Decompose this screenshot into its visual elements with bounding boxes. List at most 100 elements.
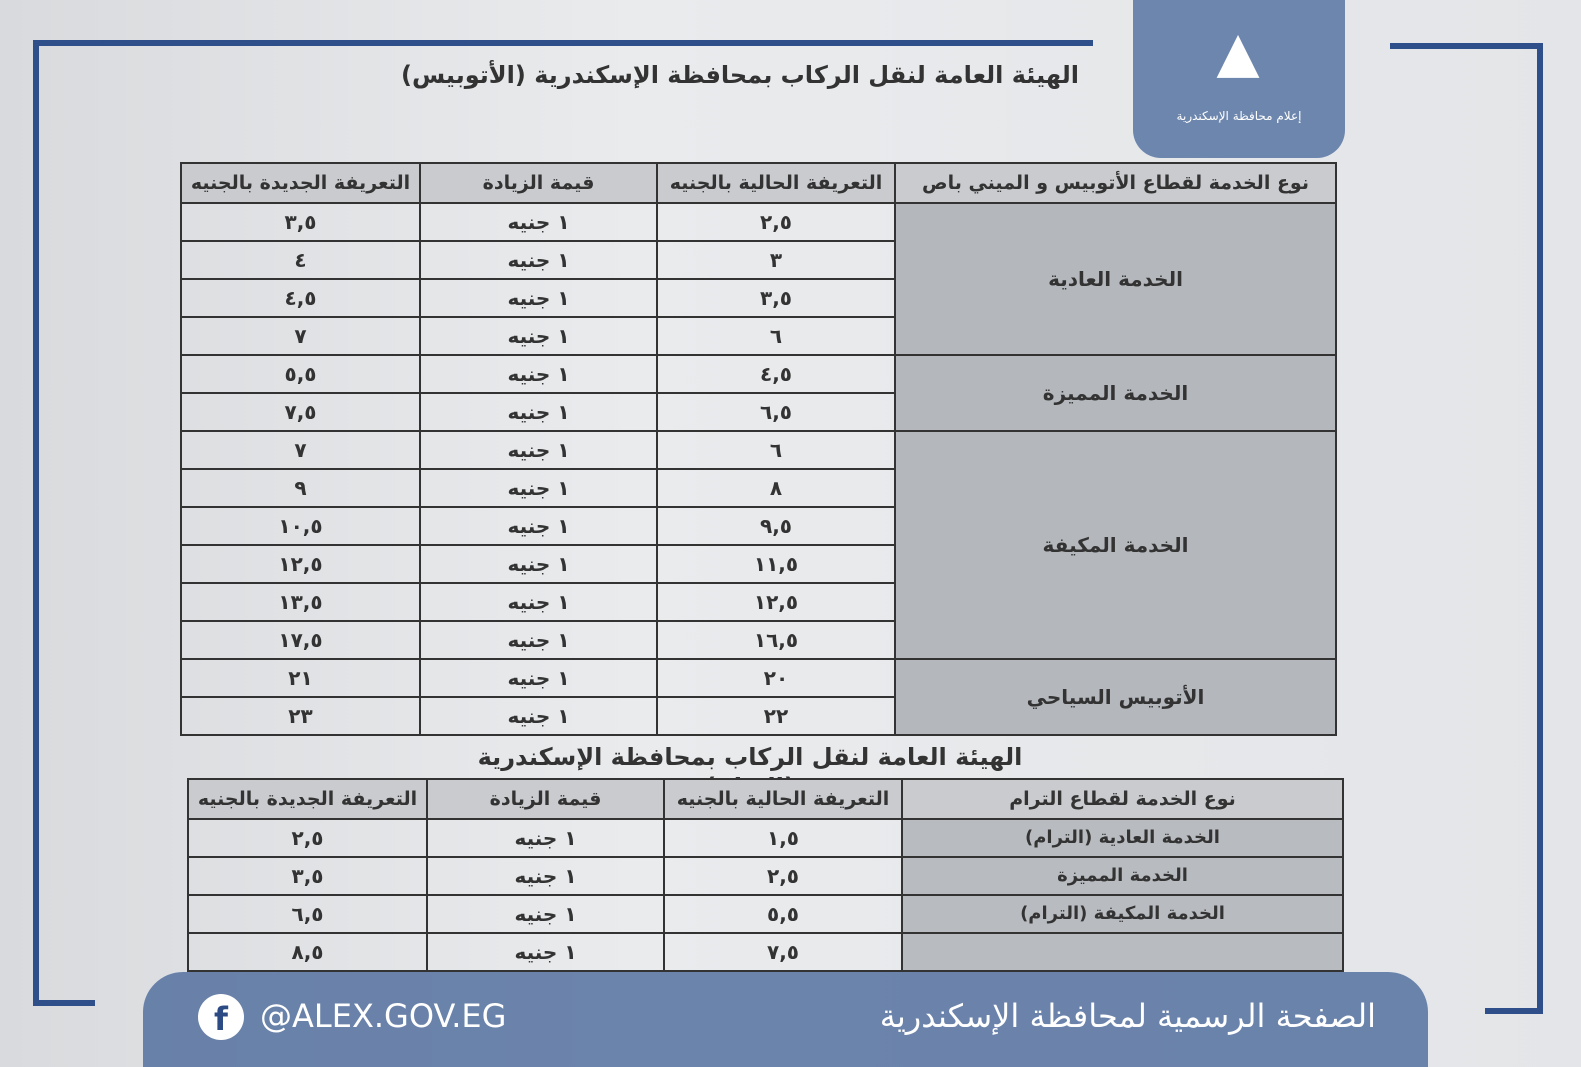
frame-line: [33, 1000, 95, 1006]
increase-cell: ١ جنيه: [419, 620, 658, 660]
current-fare-cell: ٦: [656, 316, 896, 356]
current-fare-cell: ١,٥: [663, 818, 903, 858]
current-fare-cell: ١٢,٥: [656, 582, 896, 622]
facebook-icon[interactable]: f: [198, 994, 244, 1040]
facebook-handle[interactable]: @ALEX.GOV.EG: [260, 997, 507, 1035]
increase-cell: ١ جنيه: [419, 658, 658, 698]
table-row: الخدمة المميزة ٢,٥ ١ جنيه ٣,٥: [187, 856, 1344, 896]
service-type-cell: الخدمة المكيفة (الترام): [901, 894, 1344, 934]
column-header: التعريفة الجديدة بالجنيه: [180, 162, 421, 204]
service-type-cell: الأتوبيس السياحي: [894, 658, 1337, 736]
frame-line: [33, 40, 1093, 46]
new-fare-cell: ٦,٥: [187, 894, 428, 934]
tram-fare-table: نوع الخدمة لقطاع الترام التعريفة الحالية …: [187, 778, 1344, 972]
increase-cell: ١ جنيه: [426, 932, 665, 972]
increase-cell: ١ جنيه: [419, 240, 658, 280]
logo-text: إعلام محافظة الإسكندرية: [1176, 109, 1302, 123]
new-fare-cell: ٤,٥: [180, 278, 421, 318]
column-header: التعريفة الحالية بالجنيه: [663, 778, 903, 820]
table-row: الخدمة المكيفة (الترام) ٥,٥ ١ جنيه ٦,٥: [187, 894, 1344, 934]
increase-cell: ١ جنيه: [419, 392, 658, 432]
increase-cell: ١ جنيه: [419, 354, 658, 394]
new-fare-cell: ٢١: [180, 658, 421, 698]
current-fare-cell: ٣: [656, 240, 896, 280]
service-type-cell: الخدمة العادية (الترام): [901, 818, 1344, 858]
column-header: نوع الخدمة لقطاع الترام: [901, 778, 1344, 820]
new-fare-cell: ٧: [180, 316, 421, 356]
increase-cell: ١ جنيه: [419, 316, 658, 356]
current-fare-cell: ٦,٥: [656, 392, 896, 432]
increase-cell: ١ جنيه: [426, 818, 665, 858]
frame-line: [1537, 43, 1543, 1013]
table-row: ٩,٥ ١ جنيه ١٠,٥: [180, 506, 1336, 546]
new-fare-cell: ٣,٥: [187, 856, 428, 896]
new-fare-cell: ١٧,٥: [180, 620, 421, 660]
official-page-label: الصفحة الرسمية لمحافظة الإسكندرية: [879, 997, 1376, 1035]
current-fare-cell: ٢,٥: [663, 856, 903, 896]
current-fare-cell: ٩,٥: [656, 506, 896, 546]
column-header: التعريفة الجديدة بالجنيه: [187, 778, 428, 820]
current-fare-cell: ٢,٥: [656, 202, 896, 242]
increase-cell: ١ جنيه: [426, 856, 665, 896]
column-header: قيمة الزيادة: [426, 778, 665, 820]
frame-line: [1485, 1008, 1543, 1014]
bus-table-title: الهيئة العامة لنقل الركاب بمحافظة الإسكن…: [401, 61, 1079, 89]
current-fare-cell: ٥,٥: [663, 894, 903, 934]
new-fare-cell: ٣,٥: [180, 202, 421, 242]
table-row: الخدمة المميزة ٤,٥ ١ جنيه ٥,٥: [180, 354, 1337, 432]
lighthouse-logo-icon: ▲: [1216, 20, 1260, 85]
current-fare-cell: ٣,٥: [656, 278, 896, 318]
frame-line: [33, 40, 39, 1005]
current-fare-cell: ٢٢: [656, 696, 896, 736]
table-row: الأتوبيس السياحي ٢٠ ١ جنيه ٢١: [180, 658, 1337, 736]
service-type-cell: [901, 932, 1344, 972]
new-fare-cell: ٧,٥: [180, 392, 421, 432]
increase-cell: ١ جنيه: [419, 430, 658, 470]
table-row: ٧,٥ ١ جنيه ٨,٥: [187, 932, 1344, 972]
new-fare-cell: ٢,٥: [187, 818, 428, 858]
new-fare-cell: ٥,٥: [180, 354, 421, 394]
alexandria-media-logo: ▲ إعلام محافظة الإسكندرية: [1133, 0, 1345, 158]
new-fare-cell: ٩: [180, 468, 421, 508]
new-fare-cell: ١٠,٥: [180, 506, 421, 546]
service-type-cell: الخدمة المميزة: [894, 354, 1337, 432]
table-row: الخدمة المكيفة ٦ ١ جنيه ٧: [180, 430, 1337, 660]
table-row: ١١,٥ ١ جنيه ١٢,٥: [180, 544, 1336, 584]
frame-line: [1390, 43, 1543, 49]
table-row: الخدمة العادية (الترام) ١,٥ ١ جنيه ٢,٥: [187, 818, 1344, 858]
table-row: ٣,٥ ١ جنيه ٤,٥: [180, 278, 1336, 318]
current-fare-cell: ٨: [656, 468, 896, 508]
footer-bar: [143, 972, 1428, 1067]
current-fare-cell: ١١,٥: [656, 544, 896, 584]
current-fare-cell: ٤,٥: [656, 354, 896, 394]
table-row: ٦,٥ ١ جنيه ٧,٥: [180, 392, 1336, 432]
increase-cell: ١ جنيه: [419, 696, 658, 736]
new-fare-cell: ٢٣: [180, 696, 421, 736]
increase-cell: ١ جنيه: [426, 894, 665, 934]
new-fare-cell: ١٣,٥: [180, 582, 421, 622]
increase-cell: ١ جنيه: [419, 278, 658, 318]
new-fare-cell: ٧: [180, 430, 421, 470]
service-type-cell: الخدمة المكيفة: [894, 430, 1337, 660]
new-fare-cell: ٤: [180, 240, 421, 280]
current-fare-cell: ٦: [656, 430, 896, 470]
table-row: ٢٢ ١ جنيه ٢٣: [180, 696, 1336, 736]
increase-cell: ١ جنيه: [419, 544, 658, 584]
column-header: قيمة الزيادة: [419, 162, 658, 204]
increase-cell: ١ جنيه: [419, 582, 658, 622]
current-fare-cell: ٧,٥: [663, 932, 903, 972]
table-row: الخدمة العادية ٢,٥ ١ جنيه ٣,٥: [180, 202, 1337, 356]
column-header: التعريفة الحالية بالجنيه: [656, 162, 896, 204]
column-header: نوع الخدمة لقطاع الأتوبيس و الميني باص: [894, 162, 1337, 204]
service-type-cell: الخدمة المميزة: [901, 856, 1344, 896]
increase-cell: ١ جنيه: [419, 202, 658, 242]
new-fare-cell: ١٢,٥: [180, 544, 421, 584]
increase-cell: ١ جنيه: [419, 506, 658, 546]
increase-cell: ١ جنيه: [419, 468, 658, 508]
table-row: ١٦,٥ ١ جنيه ١٧,٥: [180, 620, 1336, 660]
bus-fare-table: نوع الخدمة لقطاع الأتوبيس و الميني باص ال…: [180, 162, 1337, 736]
service-type-cell: الخدمة العادية: [894, 202, 1337, 356]
